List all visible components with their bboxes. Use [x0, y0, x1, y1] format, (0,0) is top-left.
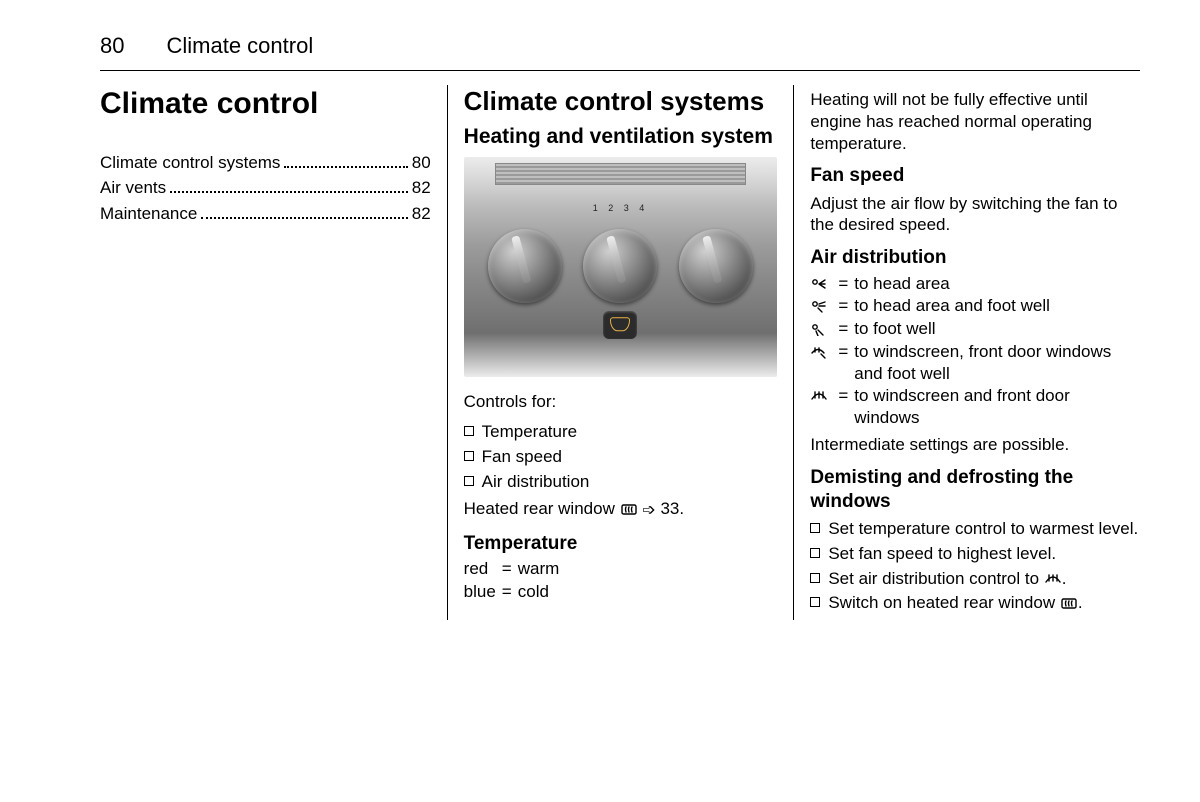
- fan-speed-marks: 1 2 3 4: [593, 203, 649, 215]
- key: blue: [464, 581, 502, 604]
- equals: =: [502, 558, 518, 581]
- fan-speed-heading: Fan speed: [810, 164, 1140, 188]
- controls-list: Temperature Fan speed Air distribution: [464, 421, 778, 492]
- value: warm: [518, 558, 566, 581]
- head-foot-icon: [810, 299, 828, 313]
- fan-dial-graphic: [583, 229, 657, 303]
- list-item: Set fan speed to highest level.: [810, 543, 1140, 565]
- column-3: Heating will not be fully effective unti…: [793, 85, 1140, 620]
- equals: =: [838, 318, 854, 341]
- table-row: =to head area and foot well: [810, 295, 1140, 318]
- table-row: =to foot well: [810, 318, 1140, 341]
- controls-intro: Controls for:: [464, 391, 778, 413]
- screen-foot-icon: [810, 345, 828, 359]
- column-2: Climate control systems Heating and vent…: [447, 85, 794, 620]
- mode-description: to windscreen and front door windows: [854, 385, 1140, 430]
- mode-description: to head area and foot well: [854, 295, 1140, 318]
- list-item: Temperature: [464, 421, 778, 443]
- list-item: Switch on heated rear window .: [810, 592, 1140, 614]
- section-title: Climate control systems: [464, 85, 778, 118]
- demist-steps: Set temperature control to warmest level…: [810, 518, 1140, 614]
- toc-page: 80: [412, 152, 431, 174]
- list-item: Set air distribution control to .: [810, 568, 1140, 590]
- heated-rear-ref: Heated rear window ➩ 33.: [464, 498, 778, 521]
- rear-defrost-icon: [1060, 596, 1078, 610]
- mode-icon-cell: [810, 385, 838, 430]
- column-1: Climate control Climate control systems 8…: [100, 85, 447, 620]
- list-item: Set temperature control to warmest level…: [810, 518, 1140, 540]
- list-item: Fan speed: [464, 446, 778, 468]
- page-number: 80: [100, 32, 124, 60]
- key: red: [464, 558, 502, 581]
- toc-label: Air vents: [100, 177, 166, 199]
- chapter-title: Climate control: [100, 85, 431, 123]
- mode-icon-cell: [810, 341, 838, 386]
- equals: =: [838, 385, 854, 430]
- head-icon: [810, 277, 828, 291]
- toc-page: 82: [412, 203, 431, 225]
- toc-leader: [170, 180, 408, 194]
- table-row: blue=cold: [464, 581, 566, 604]
- heated-rear-prefix: Heated rear window: [464, 499, 620, 518]
- distribution-dial-graphic: [679, 229, 753, 303]
- reference-arrow-icon: ➩: [642, 501, 655, 521]
- control-panel-illustration: 1 2 3 4: [464, 157, 778, 377]
- content-columns: Climate control Climate control systems 8…: [100, 85, 1140, 620]
- heated-rear-page: 33.: [656, 499, 684, 518]
- table-row: =to windscreen, front door windows and f…: [810, 341, 1140, 386]
- equals: =: [838, 273, 854, 296]
- list-item: Air distribution: [464, 471, 778, 493]
- table-row: =to head area: [810, 273, 1140, 296]
- toc-label: Maintenance: [100, 203, 197, 225]
- screen-icon: [810, 389, 828, 403]
- page-header: 80 Climate control: [100, 32, 1140, 71]
- running-title: Climate control: [166, 32, 313, 60]
- toc-leader: [284, 154, 407, 168]
- toc-leader: [201, 205, 407, 219]
- mode-icon-cell: [810, 273, 838, 296]
- toc-label: Climate control systems: [100, 152, 280, 174]
- fan-speed-text: Adjust the air flow by switching the fan…: [810, 193, 1140, 237]
- mode-description: to head area: [854, 273, 1140, 296]
- toc-row: Air vents 82: [100, 177, 431, 199]
- temperature-dial-graphic: [488, 229, 562, 303]
- screen-icon: [1044, 572, 1062, 586]
- defrost-button-graphic: [603, 311, 637, 339]
- air-distribution-legend: =to head area=to head area and foot well…: [810, 273, 1140, 430]
- air-distribution-heading: Air distribution: [810, 246, 1140, 270]
- equals: =: [502, 581, 518, 604]
- table-row: red=warm: [464, 558, 566, 581]
- toc-row: Maintenance 82: [100, 203, 431, 225]
- temperature-heading: Temperature: [464, 532, 778, 556]
- toc-row: Climate control systems 80: [100, 152, 431, 174]
- intermediate-note: Intermediate settings are possible.: [810, 434, 1140, 456]
- mode-icon-cell: [810, 295, 838, 318]
- subsection-title: Heating and ventilation system: [464, 124, 778, 151]
- mode-description: to windscreen, front door windows and fo…: [854, 341, 1140, 386]
- heating-note: Heating will not be fully effective unti…: [810, 89, 1140, 154]
- rear-defrost-icon: [620, 502, 638, 516]
- foot-icon: [810, 322, 828, 336]
- toc-page: 82: [412, 177, 431, 199]
- toc: Climate control systems80Air vents82Main…: [100, 152, 431, 225]
- equals: =: [838, 341, 854, 386]
- demist-heading: Demisting and defrosting the windows: [810, 466, 1140, 515]
- table-row: =to windscreen and front door windows: [810, 385, 1140, 430]
- temperature-legend: red=warmblue=cold: [464, 558, 566, 604]
- value: cold: [518, 581, 566, 604]
- mode-icon-cell: [810, 318, 838, 341]
- vent-graphic: [495, 163, 746, 185]
- mode-description: to foot well: [854, 318, 1140, 341]
- equals: =: [838, 295, 854, 318]
